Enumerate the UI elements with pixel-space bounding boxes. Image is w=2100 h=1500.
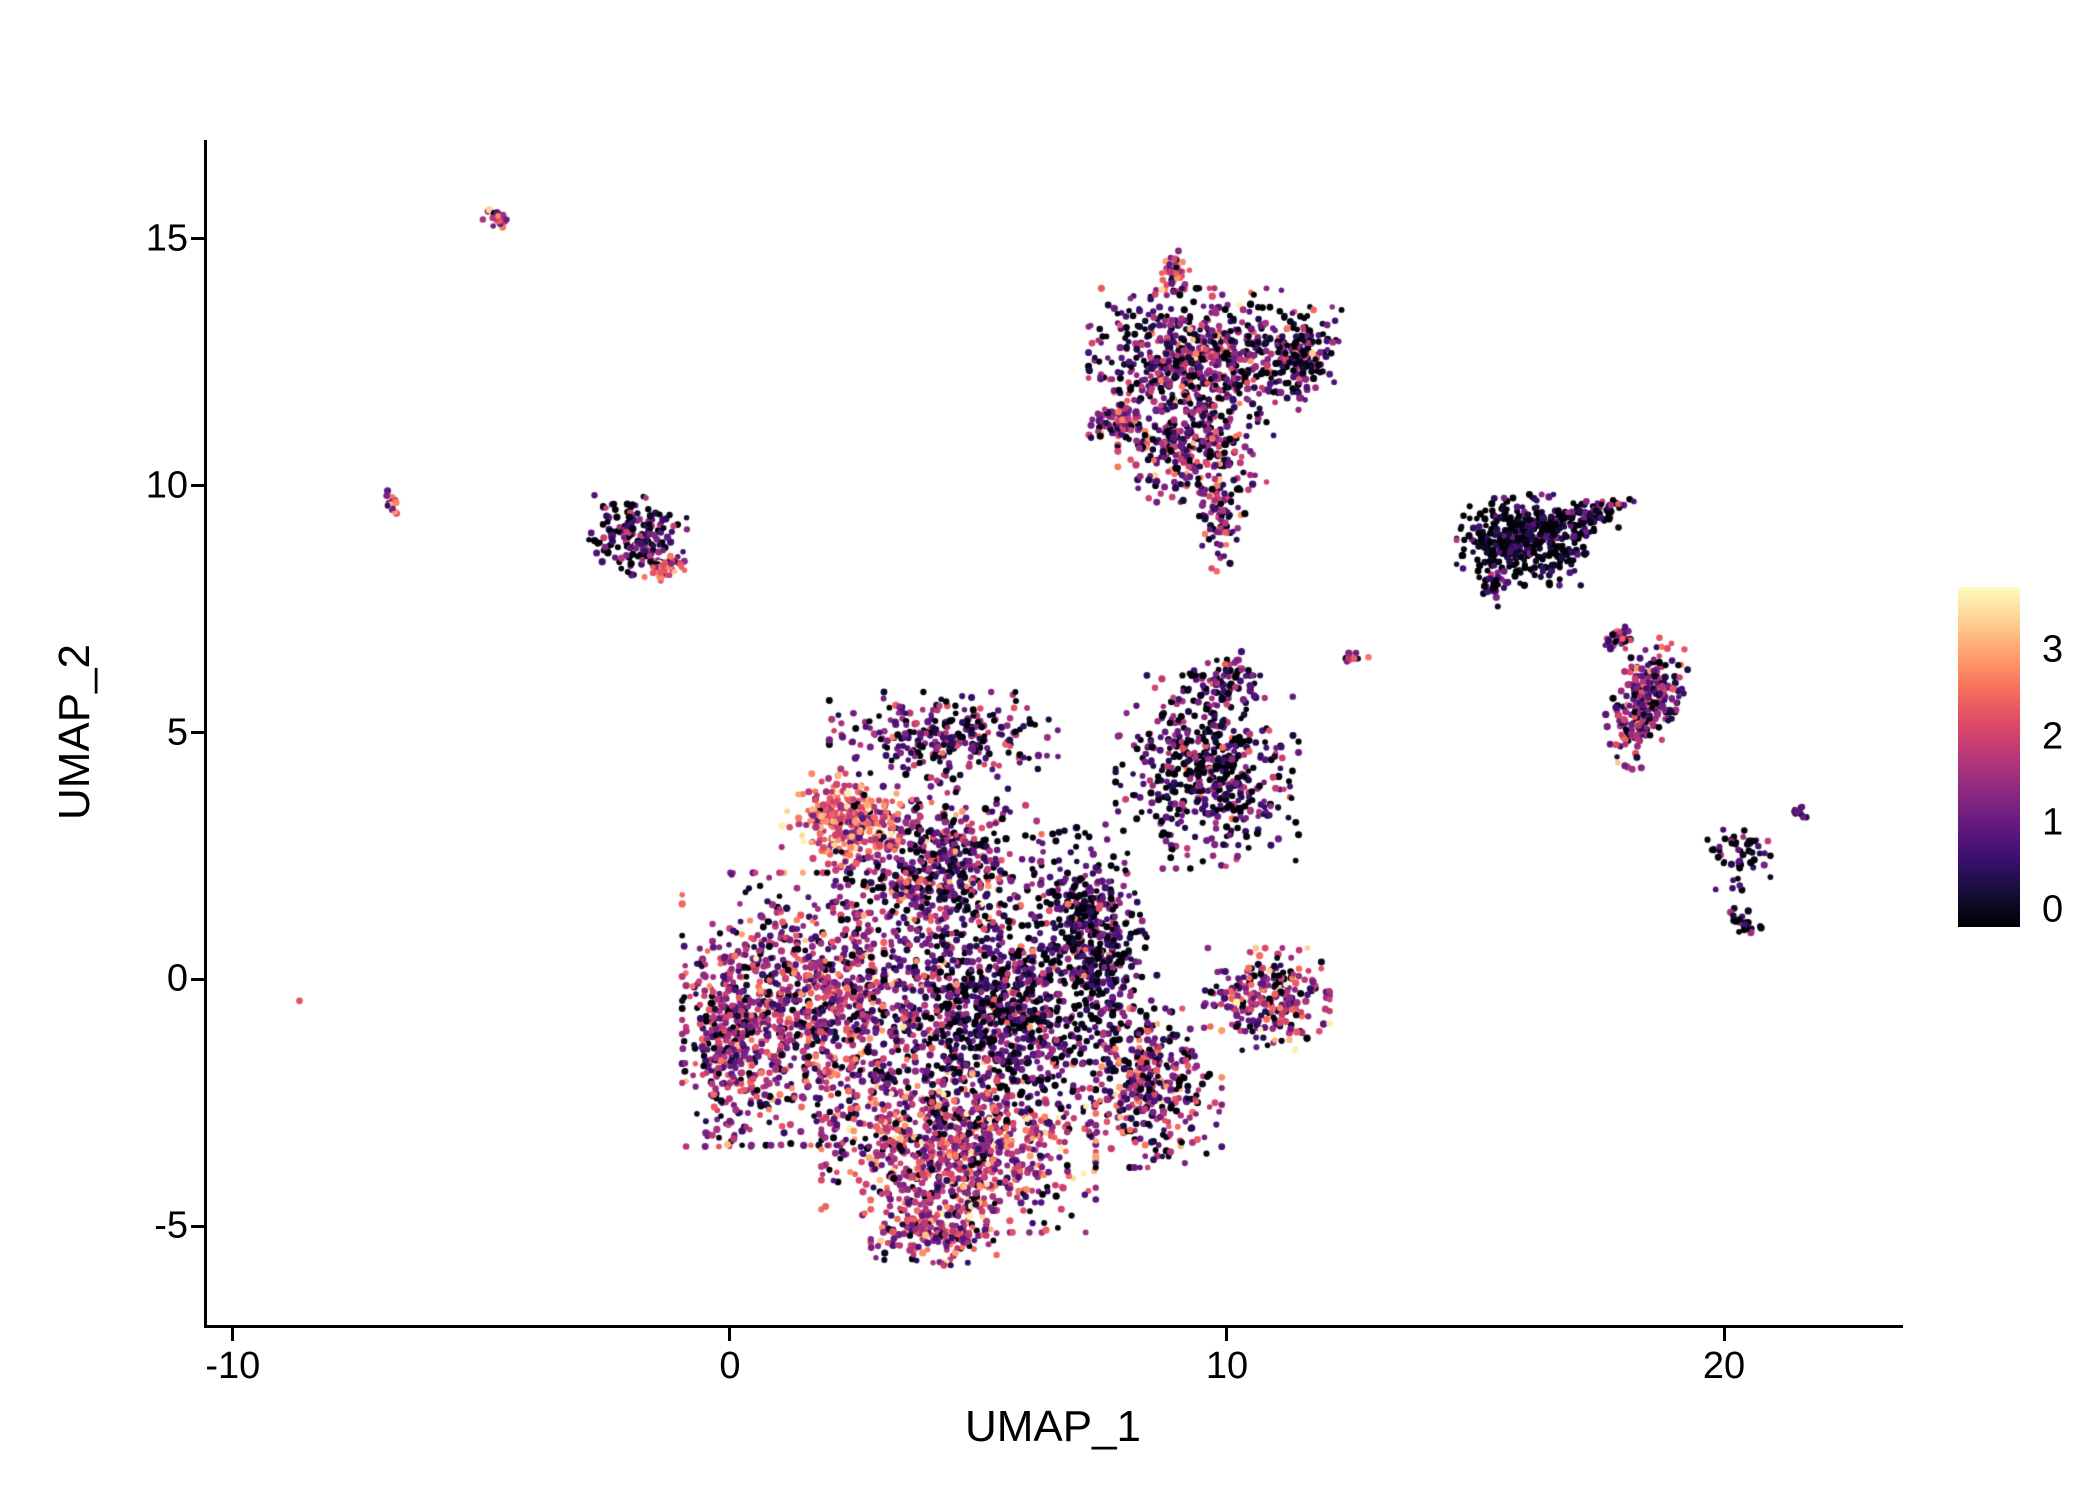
y-tick-mark: [191, 1224, 204, 1228]
x-tick-mark: [1722, 1328, 1726, 1341]
y-tick-label: 15: [145, 217, 188, 260]
x-axis-title: UMAP_1: [964, 1402, 1142, 1451]
x-tick-label: -10: [205, 1345, 261, 1387]
colorbar-tick-label: 2: [2042, 715, 2064, 758]
y-tick-mark: [191, 731, 204, 734]
x-tick-label: 10: [1205, 1345, 1249, 1387]
x-tick-mark: [231, 1328, 235, 1341]
x-tick-mark: [1225, 1328, 1229, 1341]
y-axis-line: [204, 140, 207, 1328]
y-tick-label: -5: [154, 1204, 188, 1247]
y-tick-label: 5: [166, 711, 188, 753]
y-tick-mark: [191, 977, 204, 981]
y-tick-label: 10: [145, 464, 188, 507]
colorbar-gradient: [1958, 587, 2020, 927]
x-tick-label: 20: [1702, 1345, 1746, 1387]
y-axis-title: UMAP_2: [50, 643, 99, 821]
y-tick-mark: [191, 237, 204, 241]
y-tick-label: 0: [166, 957, 188, 1000]
x-axis-line: [204, 1325, 1903, 1328]
colorbar-tick-label: 1: [2042, 801, 2064, 844]
colorbar-tick-label: 0: [2042, 888, 2064, 931]
y-tick-mark: [191, 484, 204, 488]
x-tick-mark: [728, 1328, 732, 1341]
colorbar-tick-label: 3: [2042, 628, 2064, 671]
x-tick-label: 0: [719, 1345, 741, 1387]
